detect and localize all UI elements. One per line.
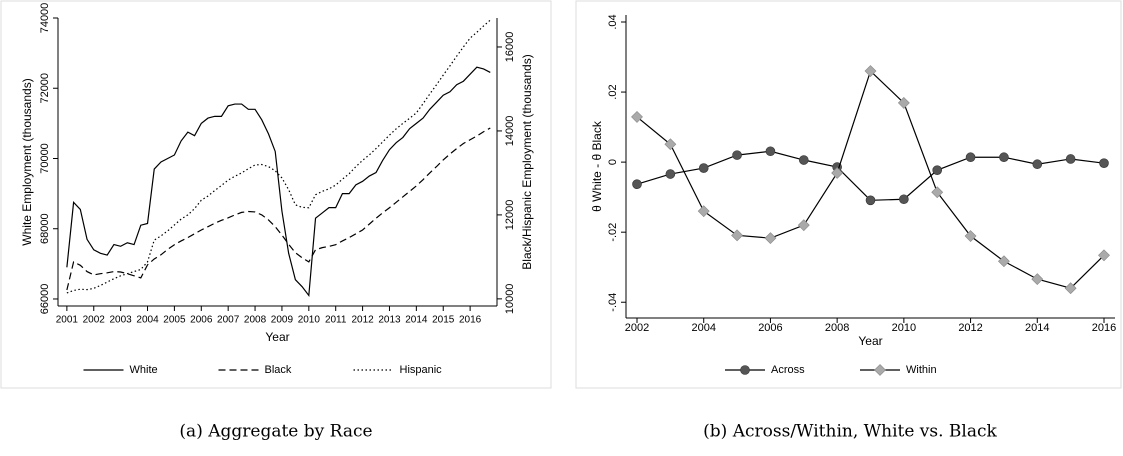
marker — [1032, 159, 1043, 170]
marker — [865, 195, 876, 206]
marker — [798, 155, 809, 165]
marker — [665, 169, 676, 179]
x-tick-label: 2004 — [136, 315, 159, 326]
x-tick-label: 2014 — [405, 315, 428, 326]
series-line — [66, 66, 491, 298]
marker — [698, 163, 709, 173]
marker — [897, 96, 910, 109]
x-axis-title: Year — [265, 330, 289, 344]
marker — [965, 152, 976, 163]
y-tick-label: .04 — [607, 14, 619, 29]
marker — [1031, 273, 1044, 286]
x-tick-label: 2015 — [432, 315, 455, 326]
x-tick-label: 2010 — [298, 315, 321, 326]
caption: (b) Across/Within, White vs. Black — [703, 422, 997, 442]
y2-tick-label: 14000 — [504, 116, 516, 147]
x-tick-label: 2003 — [110, 315, 133, 326]
x-tick-label: 2010 — [892, 322, 916, 334]
x-tick-label: 2011 — [325, 315, 347, 326]
marker — [697, 205, 710, 218]
y-axis-title: White Employment (thousands) — [20, 78, 34, 245]
x-tick-label: 2012 — [958, 322, 982, 334]
marker — [831, 167, 844, 179]
y-tick-label: -.04 — [607, 293, 619, 312]
x-tick-label: 2009 — [271, 315, 294, 326]
x-tick-label: 2013 — [378, 315, 401, 326]
legend-label: Across — [771, 364, 805, 376]
x-tick-label: 2014 — [1025, 322, 1049, 334]
marker — [797, 219, 810, 232]
marker — [764, 232, 777, 245]
x-tick-label: 2004 — [691, 322, 715, 334]
marker — [1099, 158, 1109, 168]
y2-tick-label: 12000 — [504, 200, 516, 231]
x-tick-label: 2002 — [83, 315, 106, 326]
y2-tick-label: 10000 — [504, 284, 516, 315]
x-tick-label: 2006 — [190, 315, 213, 326]
x-tick-label: 2001 — [56, 315, 79, 326]
marker — [731, 229, 744, 242]
marker — [664, 138, 677, 151]
x-tick-label: 2016 — [1092, 322, 1116, 334]
y-tick-label: 68000 — [39, 213, 51, 244]
marker — [1065, 154, 1076, 164]
marker — [874, 364, 886, 376]
marker — [931, 186, 944, 199]
marker — [999, 152, 1009, 163]
x-tick-label: 2002 — [625, 322, 649, 334]
legend-label: Hispanic — [400, 364, 443, 376]
legend-label: White — [130, 364, 158, 376]
marker — [631, 111, 643, 123]
marker — [740, 365, 750, 375]
marker — [765, 146, 776, 157]
y-tick-label: 74000 — [39, 3, 51, 34]
x-tick-label: 2007 — [217, 315, 240, 326]
marker — [732, 150, 742, 160]
marker — [632, 179, 642, 189]
y-tick-label: -.02 — [607, 223, 619, 242]
marker — [997, 255, 1010, 268]
x-tick-label: 2005 — [163, 315, 186, 326]
series-line — [636, 150, 1105, 201]
series-line — [66, 127, 491, 291]
legend-label: Within — [906, 364, 937, 376]
x-tick-label: 2012 — [351, 315, 374, 326]
series-line — [636, 69, 1105, 289]
marker — [899, 194, 909, 205]
y-axis-title: θ White - θ Black — [590, 120, 604, 212]
series-line — [66, 19, 491, 294]
y-tick-label: 70000 — [39, 143, 51, 174]
y2-tick-label: 16000 — [504, 32, 516, 63]
x-tick-label: 2016 — [459, 315, 482, 326]
y2-axis-title: Black/Hispanic Employment (thousands) — [520, 54, 534, 269]
panel-frame — [575, 0, 1122, 389]
x-tick-label: 2006 — [758, 322, 782, 334]
x-tick-label: 2008 — [244, 315, 267, 326]
y-tick-label: 0 — [607, 159, 619, 165]
panel-frame — [0, 0, 552, 389]
marker — [964, 230, 977, 242]
caption: (a) Aggregate by Race — [179, 422, 372, 442]
y-tick-label: 66000 — [39, 284, 51, 315]
marker — [1098, 249, 1110, 262]
y-tick-label: 72000 — [39, 73, 51, 104]
x-axis-title: Year — [858, 334, 882, 348]
legend-label: Black — [265, 364, 292, 376]
x-tick-label: 2008 — [825, 322, 849, 334]
marker — [1064, 282, 1077, 295]
marker — [864, 65, 877, 77]
marker — [932, 165, 943, 175]
y-tick-label: .02 — [607, 84, 619, 99]
